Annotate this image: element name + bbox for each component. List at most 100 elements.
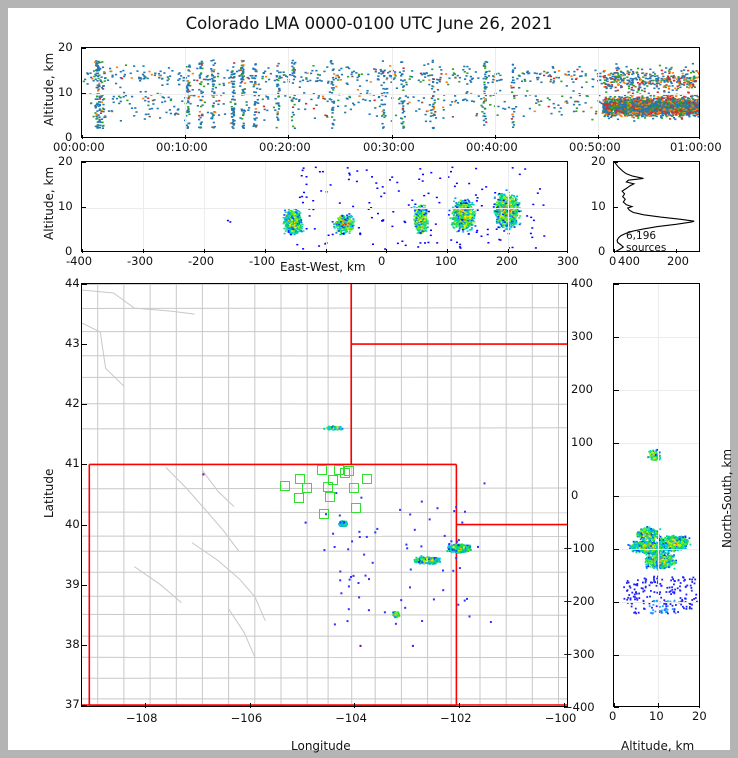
axis-tick (82, 249, 83, 253)
panel-time-height[interactable] (81, 47, 700, 139)
p1-ytick-20: 20 (58, 40, 73, 54)
lma-station-marker (361, 473, 372, 484)
map-xtick--108: −108 (125, 711, 158, 725)
p1-xtick-6: 01:00:00 (670, 140, 722, 154)
axis-tick (354, 703, 356, 708)
p2-xlabel: East-West, km (280, 260, 366, 274)
map-xtick--104: −104 (335, 711, 367, 725)
axis-tick (614, 284, 619, 285)
map-xtick--100: −100 (544, 711, 577, 725)
axis-tick (82, 162, 86, 163)
map-ytick-38: 38 (65, 636, 80, 651)
ns-ytick--300: −300 (563, 647, 595, 661)
axis-tick (82, 284, 87, 285)
axis-tick (142, 249, 144, 253)
axis-tick (563, 703, 565, 708)
p1-xtick-0: 00:00:00 (53, 140, 105, 154)
panel-east-west[interactable] (81, 161, 568, 253)
ns-ytick-100: 100 (571, 435, 593, 449)
map-ytick-39: 39 (65, 576, 80, 591)
map-graphic (82, 284, 567, 706)
p1-ylabel: Altitude, km (42, 52, 56, 126)
axis-tick (508, 249, 510, 253)
p5-xtick-10: 10 (649, 709, 664, 723)
east-west-scatter (226, 166, 546, 250)
p1-ytick-10: 10 (58, 85, 73, 99)
axis-tick (614, 655, 619, 656)
p3-ytick-0: 0 (598, 244, 606, 258)
axis-tick (82, 135, 83, 139)
p1-xtick-3: 00:30:00 (363, 140, 415, 154)
p5-xtick-20: 20 (692, 709, 707, 723)
p3-xtick-0: 0 (609, 254, 617, 268)
ns-ytick--100: −100 (563, 541, 595, 555)
axis-tick (386, 249, 388, 253)
p2-xtick-m100: -100 (249, 254, 276, 268)
p3-ytick-20: 20 (591, 154, 606, 168)
lma-station-marker (349, 483, 360, 494)
p2-xtick-400: 400 (618, 254, 640, 268)
axis-tick (82, 584, 87, 586)
axis-tick (614, 249, 615, 253)
lma-figure: Colorado LMA 0000-0100 UTC June 26, 2021… (8, 8, 734, 753)
map-xtick--102: −102 (440, 711, 472, 725)
axis-tick (614, 337, 619, 338)
p1-xtick-4: 00:40:00 (466, 140, 518, 154)
lma-station-marker (302, 482, 313, 493)
p5-xtick-0: 0 (609, 709, 617, 723)
axis-tick (288, 135, 290, 139)
p3-ytick-10: 10 (591, 199, 606, 213)
axis-tick (82, 137, 86, 138)
axis-tick (249, 703, 251, 708)
map-ytick-43: 43 (65, 336, 80, 351)
axis-tick (699, 135, 700, 139)
panel-altitude-histogram[interactable]: 6,196 sources (613, 161, 700, 254)
p2-xtick-100: 100 (435, 254, 457, 268)
p2-ylabel: Altitude, km (42, 166, 56, 240)
p2-xtick-m400: -400 (66, 254, 93, 268)
p4-xlabel: Longitude (291, 739, 351, 753)
ns-ytick-300: 300 (571, 329, 593, 343)
p2-ytick-20: 20 (58, 154, 73, 168)
panel-map[interactable] (81, 283, 568, 708)
axis-tick (82, 704, 87, 706)
axis-tick (144, 703, 146, 708)
axis-tick (391, 135, 393, 139)
axis-tick (614, 496, 619, 497)
p5-xlabel: Altitude, km (621, 739, 695, 753)
p1-ytick-0: 0 (65, 130, 73, 144)
p1-xtick-2: 00:20:00 (259, 140, 311, 154)
axis-tick (614, 251, 618, 252)
p2-xtick-200: 200 (496, 254, 518, 268)
axis-tick (82, 48, 86, 49)
axis-tick (614, 602, 619, 603)
ns-ytick--400: −400 (563, 700, 595, 714)
altitude-histogram-line (614, 162, 695, 251)
p1-xtick-5: 00:50:00 (569, 140, 621, 154)
p2-xtick-m200: -200 (188, 254, 215, 268)
p3-xtick-200: 200 (667, 254, 689, 268)
axis-tick (82, 207, 86, 208)
axis-tick (203, 249, 205, 253)
lma-station-marker (344, 466, 355, 477)
axis-tick (82, 524, 87, 526)
north-south-scatter (623, 448, 698, 615)
axis-tick (185, 135, 187, 139)
axis-tick (82, 93, 86, 94)
axis-tick (447, 249, 449, 253)
p2-xtick-m300: -300 (127, 254, 154, 268)
axis-tick (614, 207, 618, 208)
map-ytick-41: 41 (65, 456, 80, 471)
axis-tick (494, 135, 496, 139)
ns-ytick-400: 400 (571, 276, 593, 290)
lma-station-marker (295, 473, 306, 484)
ns-ytick-0: 0 (571, 488, 579, 502)
axis-tick (614, 707, 619, 708)
axis-tick (567, 249, 568, 253)
panel-north-south[interactable] (613, 283, 700, 708)
axis-tick (82, 644, 87, 646)
lma-station-marker (293, 492, 304, 503)
p1-xtick-1: 00:10:00 (156, 140, 208, 154)
p4-ylabel: Latitude (42, 468, 56, 518)
lma-station-marker (325, 492, 336, 503)
